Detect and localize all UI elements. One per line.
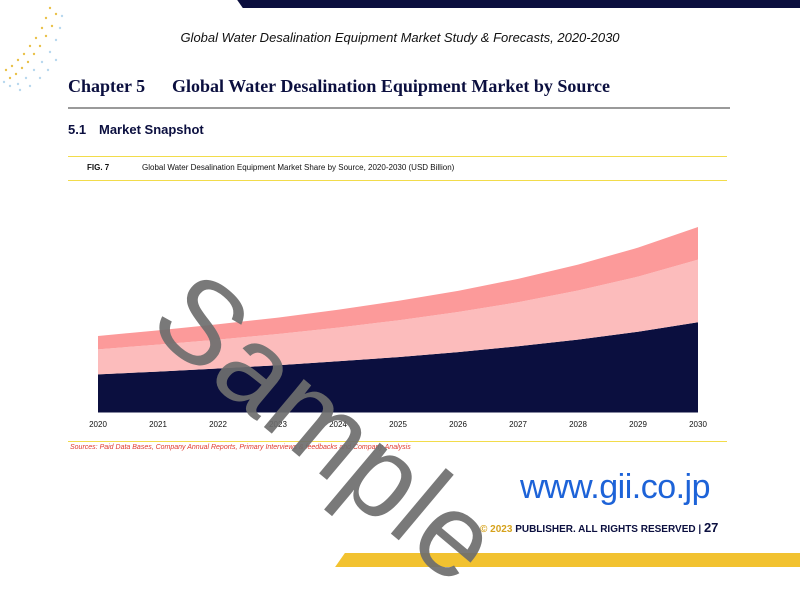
x-tick-label: 2026 xyxy=(449,420,467,429)
x-tick-label: 2025 xyxy=(389,420,407,429)
source-rule xyxy=(68,441,727,442)
copyright-year: © 2023 xyxy=(480,524,513,535)
copyright-text: PUBLISHER. ALL RIGHTS RESERVED | xyxy=(515,524,702,535)
x-tick-label: 2023 xyxy=(269,420,287,429)
section-title: Market Snapshot xyxy=(99,122,204,137)
source-note: Sources: Paid Data Bases, Company Annual… xyxy=(70,444,411,451)
x-tick-label: 2029 xyxy=(629,420,647,429)
page-number: 27 xyxy=(703,520,719,535)
x-tick-label: 2030 xyxy=(689,420,707,429)
chapter-number: Chapter 5 xyxy=(68,76,146,96)
top-accent-bar xyxy=(245,0,800,8)
website-link[interactable]: www.gii.co.jp xyxy=(520,468,711,506)
chapter-divider xyxy=(68,107,730,109)
x-tick-label: 2022 xyxy=(209,420,227,429)
decorative-dot-pattern xyxy=(2,6,64,92)
report-title: Global Water Desalination Equipment Mark… xyxy=(180,30,620,45)
area-series-3 xyxy=(98,227,698,350)
copyright-line: © 2023 PUBLISHER. ALL RIGHTS RESERVED | … xyxy=(480,520,718,535)
stacked-area-chart: 2020 2021 2022 2023 2024 2025 2026 2027 2028 2029… xyxy=(89,227,707,429)
x-tick-label: 2027 xyxy=(509,420,527,429)
x-tick-label: 2021 xyxy=(149,420,167,429)
figure-rule-top xyxy=(68,156,727,157)
area-series-1 xyxy=(98,322,698,412)
x-tick-label: 2020 xyxy=(89,420,107,429)
section-number: 5.1 xyxy=(68,122,87,137)
figure-label: FIG. 7 xyxy=(87,163,110,172)
chapter-title: Global Water Desalination Equipment Mark… xyxy=(172,76,611,96)
area-series-2 xyxy=(98,259,698,375)
figure-title: Global Water Desalination Equipment Mark… xyxy=(142,163,455,172)
x-tick-label: 2024 xyxy=(329,420,347,429)
x-tick-label: 2028 xyxy=(569,420,587,429)
figure-rule-bottom xyxy=(68,180,727,181)
